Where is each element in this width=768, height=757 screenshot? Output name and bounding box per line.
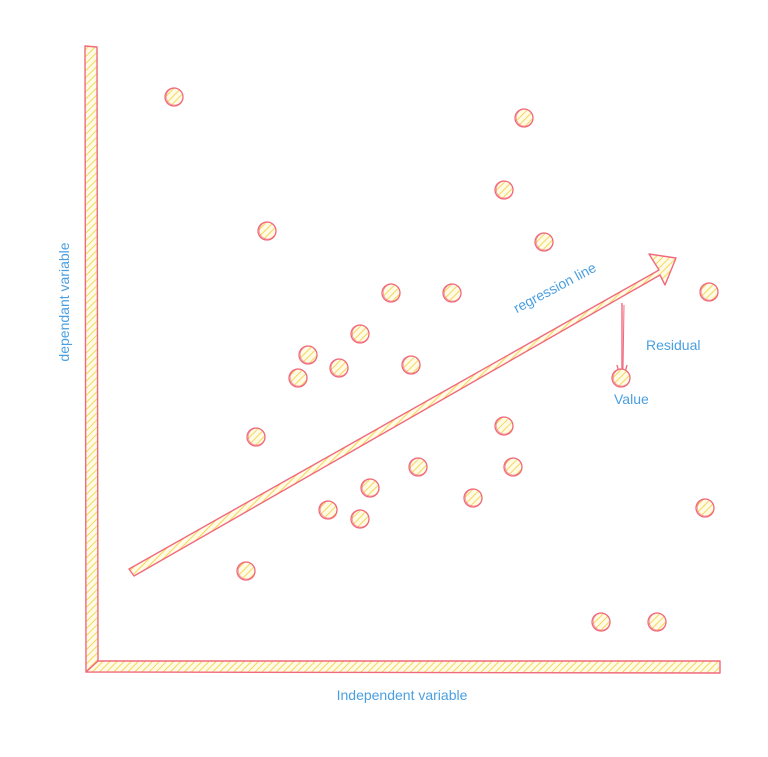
data-point bbox=[350, 509, 370, 529]
data-point bbox=[591, 612, 611, 632]
data-point bbox=[647, 612, 667, 632]
data-point bbox=[463, 488, 483, 508]
data-point bbox=[246, 427, 266, 447]
data-point bbox=[298, 345, 318, 365]
data-point bbox=[408, 457, 428, 477]
x-axis-bar bbox=[85, 660, 721, 674]
x-axis-label: Independent variable bbox=[337, 687, 468, 703]
data-points bbox=[164, 87, 719, 632]
regression-line-label: regression line bbox=[511, 259, 599, 316]
data-point bbox=[350, 324, 370, 344]
regression-line-arrow bbox=[128, 253, 677, 577]
data-point bbox=[401, 355, 421, 375]
data-point bbox=[288, 368, 308, 388]
data-point bbox=[257, 221, 277, 241]
data-point bbox=[164, 87, 184, 107]
data-point bbox=[494, 416, 514, 436]
data-point bbox=[442, 283, 462, 303]
data-point bbox=[381, 283, 401, 303]
data-point bbox=[695, 498, 715, 518]
y-axis-bar bbox=[84, 45, 99, 673]
data-point bbox=[534, 232, 554, 252]
data-point bbox=[329, 358, 349, 378]
residual-label: Residual bbox=[646, 337, 700, 353]
value-label: Value bbox=[614, 391, 649, 407]
data-point bbox=[360, 478, 380, 498]
data-point bbox=[318, 500, 338, 520]
data-point bbox=[503, 457, 523, 477]
data-point bbox=[611, 368, 631, 388]
y-axis-label: dependant variable bbox=[56, 242, 72, 361]
data-point bbox=[494, 180, 514, 200]
data-point bbox=[514, 108, 534, 128]
data-point bbox=[699, 282, 719, 302]
data-point bbox=[236, 561, 256, 581]
